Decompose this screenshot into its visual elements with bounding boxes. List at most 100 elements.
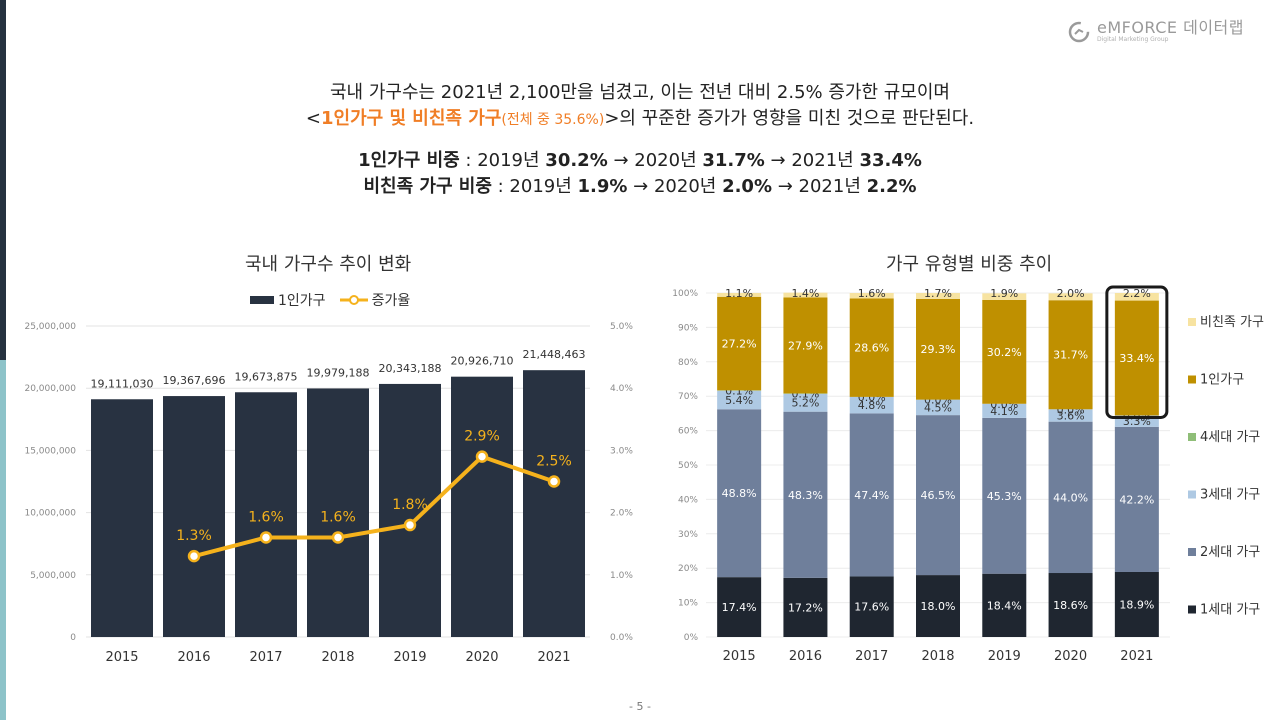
headline-line-1: 국내 가구수는 2021년 2,100만을 넘겼고, 이는 전년 대비 2.5%… — [329, 82, 950, 103]
segment-label: 17.2% — [788, 601, 823, 614]
headline-suffix: >의 꾸준한 증가가 영향을 미친 것으로 판단된다. — [604, 108, 975, 129]
segment-label: 18.9% — [1119, 598, 1154, 611]
y2-tick-label: 0.0% — [610, 633, 633, 643]
legend-swatch — [1188, 375, 1196, 384]
segment-label: 4.5% — [924, 401, 952, 414]
bar-value-label: 19,111,030 — [91, 377, 154, 390]
x-tick-label: 2018 — [321, 650, 354, 665]
stacked-segment — [717, 293, 762, 297]
y-tick-label: 80% — [678, 358, 698, 368]
stat-single-label: 1인가구 비중 — [358, 150, 460, 171]
stacked-segment — [717, 390, 762, 410]
segment-label: 46.5% — [921, 489, 956, 502]
x-tick-label: 2017 — [249, 650, 282, 665]
segment-label: 18.6% — [1053, 599, 1088, 612]
legend-swatch — [1188, 318, 1196, 326]
bar — [163, 396, 225, 637]
legend-swatch-bar-icon — [250, 296, 274, 304]
stat-value: 1.9% — [577, 176, 628, 197]
segment-label: 48.3% — [788, 489, 823, 502]
headline-share-note: (전체 중 35.6%) — [501, 112, 605, 128]
y-tick-label: 15,000,000 — [24, 446, 76, 456]
growth-line — [193, 454, 555, 559]
legend-item-households: 1인가구 — [250, 290, 326, 310]
legend-label: 증가율 — [371, 293, 411, 309]
y2-tick-label: 4.0% — [610, 384, 633, 394]
y-tick-label: 100% — [672, 289, 698, 299]
legend-label: 2세대 가구 — [1200, 545, 1260, 560]
segment-label: 28.6% — [854, 342, 889, 355]
stacked-segment — [1114, 571, 1159, 637]
bar — [91, 399, 153, 637]
stat-year: 2019년 — [477, 150, 546, 171]
y-tick-label: 40% — [678, 495, 698, 505]
segment-label: 33.4% — [1119, 352, 1154, 365]
arrow-icon: → — [764, 150, 792, 171]
y2-tick-label: 5.0% — [610, 322, 633, 332]
household-count-chart: 0 5,000,000 10,000,000 15,000,000 20,000,000… — [24, 322, 633, 665]
y-tick-label: 25,000,000 — [24, 322, 76, 332]
stacked-segment — [982, 573, 1027, 637]
headline-prefix: < — [305, 108, 321, 129]
growth-label: 2.9% — [464, 429, 500, 445]
logo-brand-text: eMFORCE 데이터랩 — [1096, 18, 1244, 37]
stacked-segment — [849, 413, 894, 577]
stat-year: 2021년 — [791, 150, 860, 171]
legend-swatch — [1188, 605, 1196, 614]
segment-label: 3.6% — [1057, 409, 1085, 422]
x-tick-label: 2020 — [1054, 649, 1087, 664]
y2-tick-label: 2.0% — [610, 509, 633, 519]
stacked-segment — [916, 575, 960, 637]
bar — [523, 370, 585, 637]
y-tick-label: 50% — [678, 461, 698, 471]
stat-sep: : — [459, 150, 478, 171]
growth-label: 1.6% — [320, 509, 356, 525]
stacked-segment — [982, 299, 1027, 404]
stacked-segment — [783, 297, 828, 394]
stacked-segment — [1048, 409, 1093, 422]
bar-value-label: 20,926,710 — [451, 355, 514, 368]
segment-label: 4.8% — [858, 399, 886, 412]
legend-label: 4세대 가구 — [1200, 430, 1260, 445]
legend-swatch — [1188, 548, 1196, 556]
stacked-segment — [1048, 293, 1093, 301]
y-tick-label: 10,000,000 — [24, 509, 76, 519]
y-tick-label: 20% — [678, 564, 698, 574]
segment-label: 18.4% — [987, 599, 1022, 612]
stat-value: 2.2% — [866, 176, 917, 197]
growth-point — [403, 518, 417, 532]
stacked-segment — [783, 393, 828, 412]
stacked-segment — [1048, 300, 1093, 410]
stat-year: 2020년 — [634, 150, 703, 171]
legend-label: 1인가구 — [1200, 373, 1244, 388]
stacked-segment — [783, 577, 828, 637]
stacked-segment — [982, 417, 1027, 574]
segment-label: 17.4% — [722, 601, 757, 614]
growth-point — [259, 531, 273, 544]
x-tick-label: 2017 — [855, 649, 888, 664]
growth-point — [547, 475, 561, 488]
highlight-box — [1105, 285, 1169, 419]
y-tick-label: 90% — [678, 323, 698, 333]
bar-value-label: 20,343,188 — [379, 362, 442, 375]
segment-label: 47.4% — [854, 489, 889, 502]
stacked-segment — [1048, 573, 1093, 637]
right-chart-title: 가구 유형별 비중 추이 — [886, 254, 1053, 275]
segment-label: 2.0% — [1057, 287, 1085, 300]
stacked-segment — [849, 396, 894, 414]
headline-line-2: <1인가구 및 비친족 가구(전체 중 35.6%)>의 꾸준한 증가가 영향을… — [0, 106, 1280, 133]
bar-value-label: 19,367,696 — [163, 374, 226, 387]
segment-label: 45.3% — [987, 490, 1022, 503]
segment-label: 1.7% — [924, 287, 952, 300]
page-number: - 5 - — [629, 700, 651, 713]
legend-label: 비친족 가구 — [1200, 315, 1264, 330]
stat-value: 2.0% — [722, 176, 772, 197]
headline-highlight: 1인가구 및 비친족 가구 — [320, 108, 502, 129]
left-accent-bar-teal — [0, 360, 6, 720]
y-tick-label: 5,000,000 — [30, 571, 76, 581]
legend-swatch — [1188, 433, 1196, 441]
stacked-segment — [1114, 426, 1159, 572]
stacked-segment — [982, 293, 1027, 300]
stat-year: 2020년 — [653, 176, 723, 197]
segment-label: 48.8% — [722, 487, 757, 500]
